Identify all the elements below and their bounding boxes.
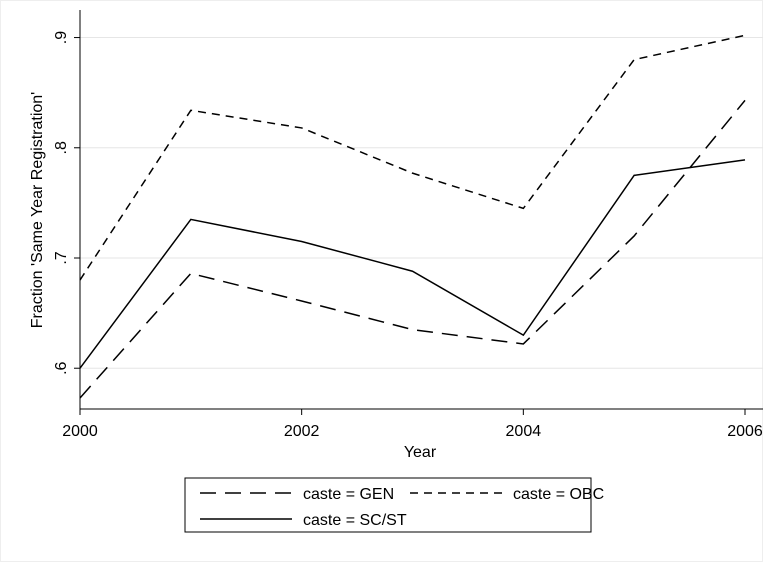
x-tick-label: 2000 bbox=[62, 423, 98, 440]
x-axis-title: Year bbox=[404, 444, 437, 461]
legend-box bbox=[184, 477, 592, 533]
x-tick-label: 2006 bbox=[727, 423, 763, 440]
y-tick-label: .9 bbox=[53, 31, 70, 44]
y-axis-title: Fraction 'Same Year Registration' bbox=[29, 92, 46, 328]
y-tick-label: .8 bbox=[53, 141, 70, 154]
y-tick-label: .6 bbox=[53, 361, 70, 374]
x-tick-label: 2004 bbox=[506, 423, 542, 440]
legend-label: caste = OBC bbox=[513, 486, 604, 503]
legend-label: caste = GEN bbox=[303, 486, 394, 503]
legend-label: caste = SC/ST bbox=[303, 512, 407, 529]
line-series bbox=[79, 159, 746, 369]
line-series bbox=[79, 34, 746, 281]
line-series bbox=[79, 99, 746, 399]
y-tick-label: .7 bbox=[53, 251, 70, 264]
x-tick-label: 2002 bbox=[284, 423, 320, 440]
